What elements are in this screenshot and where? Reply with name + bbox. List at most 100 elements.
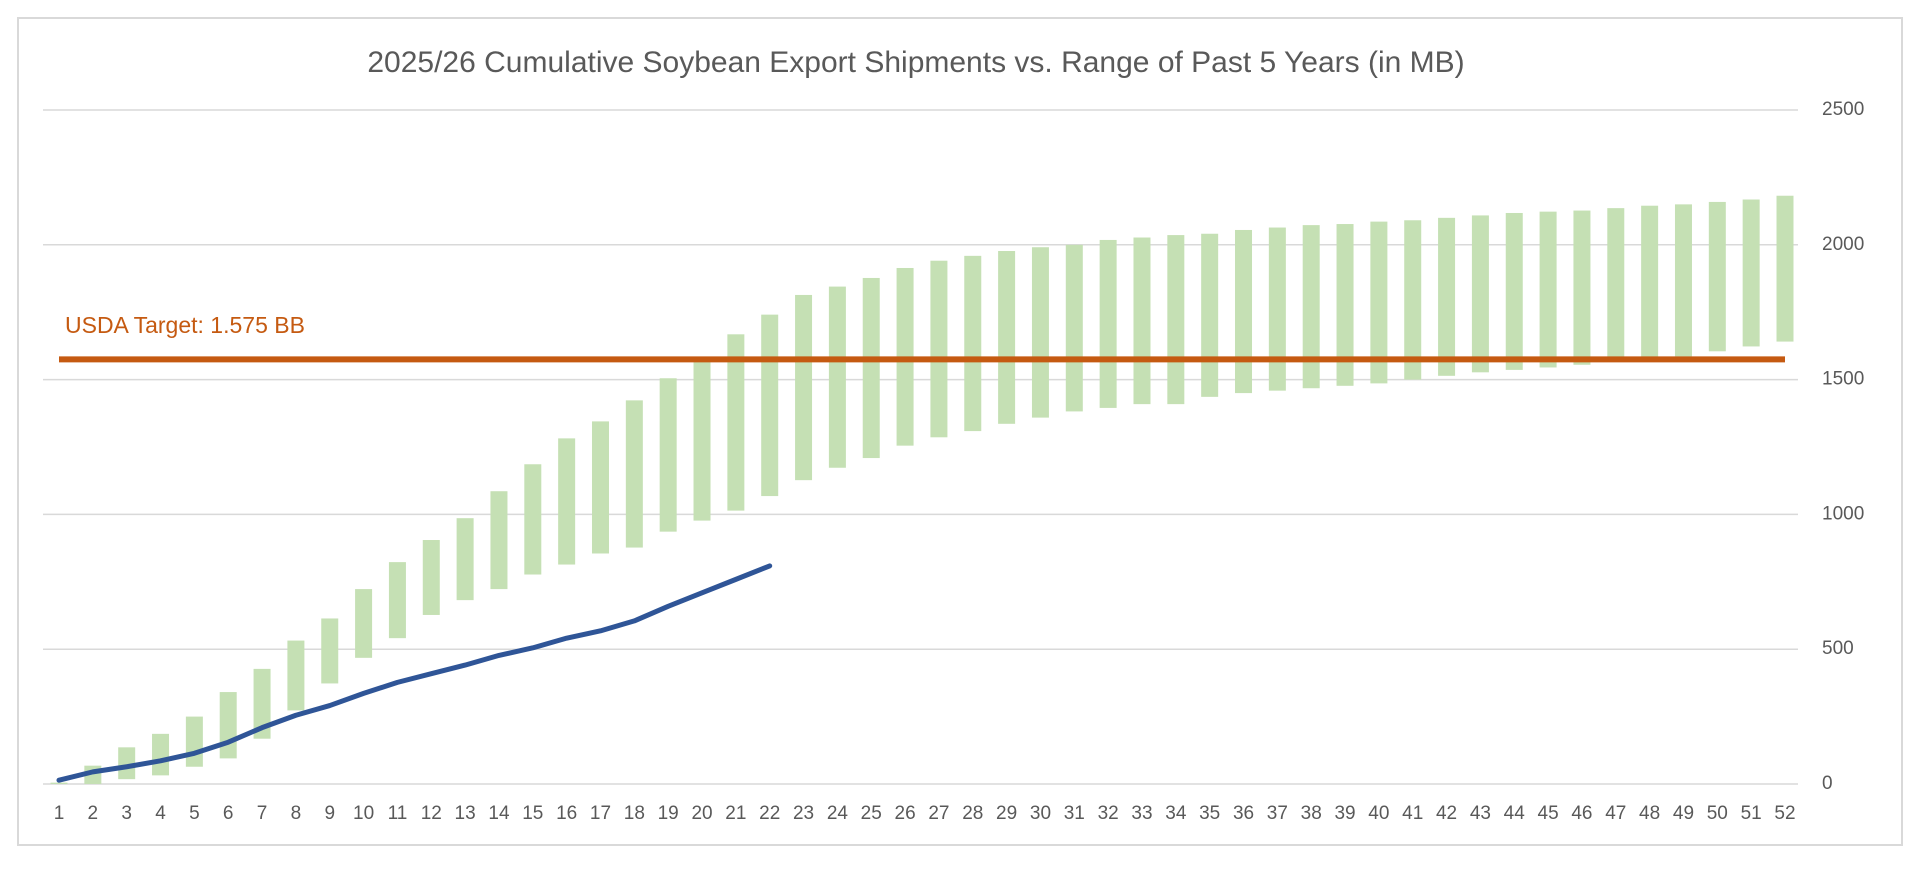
range-bar	[50, 782, 68, 784]
range-bar	[1573, 210, 1591, 365]
x-tick-label: 11	[388, 803, 408, 824]
y-tick-label: 1000	[1822, 503, 1864, 524]
range-bar	[1133, 237, 1151, 405]
range-bar	[490, 491, 508, 590]
x-tick-label: 47	[1605, 803, 1626, 824]
range-bar	[422, 540, 440, 615]
target-label: USDA Target: 1.575 BB	[65, 312, 305, 338]
range-bar	[1031, 247, 1049, 418]
x-tick-label: 35	[1199, 803, 1220, 824]
range-bar	[524, 464, 542, 575]
x-tick-label: 9	[324, 803, 335, 824]
range-bar	[152, 733, 170, 776]
range-bar	[761, 314, 779, 497]
x-tick-label: 4	[155, 803, 166, 824]
x-tick-label: 18	[624, 803, 645, 824]
chart-title: 2025/26 Cumulative Soybean Export Shipme…	[367, 46, 1464, 79]
range-bar	[998, 251, 1016, 424]
x-tick-label: 50	[1707, 803, 1728, 824]
range-bar	[930, 260, 948, 438]
x-tick-label: 52	[1774, 803, 1795, 824]
x-tick-label: 23	[793, 803, 814, 824]
x-tick-label: 12	[421, 803, 442, 824]
range-bar	[1201, 233, 1219, 397]
x-tick-label: 8	[291, 803, 302, 824]
range-bar	[1674, 204, 1692, 357]
range-bar	[219, 692, 237, 759]
range-bar	[1471, 215, 1489, 373]
x-tick-label: 31	[1064, 803, 1085, 824]
x-tick-label: 5	[189, 803, 200, 824]
range-bar	[1641, 205, 1659, 358]
x-tick-label: 42	[1436, 803, 1457, 824]
range-bar	[659, 378, 677, 532]
range-bar	[1607, 208, 1625, 360]
range-bar	[558, 438, 576, 565]
x-tick-label: 43	[1470, 803, 1491, 824]
x-tick-label: 6	[223, 803, 234, 824]
x-tick-label: 26	[895, 803, 916, 824]
x-tick-label: 37	[1267, 803, 1288, 824]
x-tick-label: 7	[257, 803, 268, 824]
x-tick-label: 39	[1334, 803, 1355, 824]
x-tick-label: 49	[1673, 803, 1694, 824]
x-tick-label: 14	[488, 803, 510, 824]
x-tick-label: 34	[1165, 803, 1187, 824]
x-tick-label: 3	[121, 803, 132, 824]
range-bar	[964, 255, 982, 432]
x-tick-label: 22	[759, 803, 780, 824]
x-tick-label: 30	[1030, 803, 1051, 824]
range-bar	[1268, 227, 1286, 391]
range-bar	[253, 668, 271, 739]
range-bar	[795, 294, 813, 481]
x-tick-label: 44	[1504, 803, 1526, 824]
x-tick-label: 15	[522, 803, 543, 824]
range-bar	[456, 518, 474, 601]
x-tick-label: 40	[1368, 803, 1389, 824]
range-bar	[1065, 244, 1083, 412]
range-bar	[693, 357, 711, 521]
range-bar	[1742, 199, 1760, 347]
x-tick-label: 48	[1639, 803, 1660, 824]
x-tick-label: 38	[1301, 803, 1322, 824]
x-tick-label: 27	[928, 803, 949, 824]
range-bar	[388, 562, 406, 639]
range-bar	[1370, 221, 1388, 384]
x-tick-label: 46	[1571, 803, 1592, 824]
x-tick-label: 36	[1233, 803, 1254, 824]
range-bar	[355, 589, 373, 658]
x-tick-label: 16	[556, 803, 577, 824]
y-tick-label: 1500	[1822, 369, 1864, 390]
x-tick-label: 25	[861, 803, 882, 824]
range-bar	[1776, 195, 1794, 342]
x-tick-label: 19	[658, 803, 679, 824]
x-tick-label: 21	[725, 803, 746, 824]
y-tick-label: 2500	[1822, 99, 1864, 120]
x-tick-label: 2	[88, 803, 99, 824]
chart-frame	[17, 17, 1903, 846]
shipments-line	[56, 563, 773, 783]
range-bar	[185, 716, 203, 767]
x-tick-label: 1	[54, 803, 65, 824]
x-tick-label: 32	[1098, 803, 1119, 824]
range-bar	[591, 421, 609, 554]
range-bar	[1404, 220, 1422, 380]
x-tick-label: 29	[996, 803, 1017, 824]
range-bar	[1539, 211, 1557, 368]
range-bar	[1505, 212, 1523, 370]
x-tick-label: 17	[590, 803, 611, 824]
y-tick-label: 0	[1822, 773, 1833, 794]
range-bar	[118, 747, 136, 780]
range-bar	[1336, 224, 1354, 386]
range-bar	[1302, 225, 1320, 389]
range-bar	[1438, 217, 1456, 376]
range-bar	[287, 640, 305, 711]
x-tick-label: 51	[1741, 803, 1762, 824]
x-tick-label: 41	[1402, 803, 1423, 824]
x-tick-label: 28	[962, 803, 983, 824]
x-tick-label: 10	[353, 803, 374, 824]
x-tick-label: 24	[827, 803, 849, 824]
range-bar	[1167, 235, 1185, 405]
